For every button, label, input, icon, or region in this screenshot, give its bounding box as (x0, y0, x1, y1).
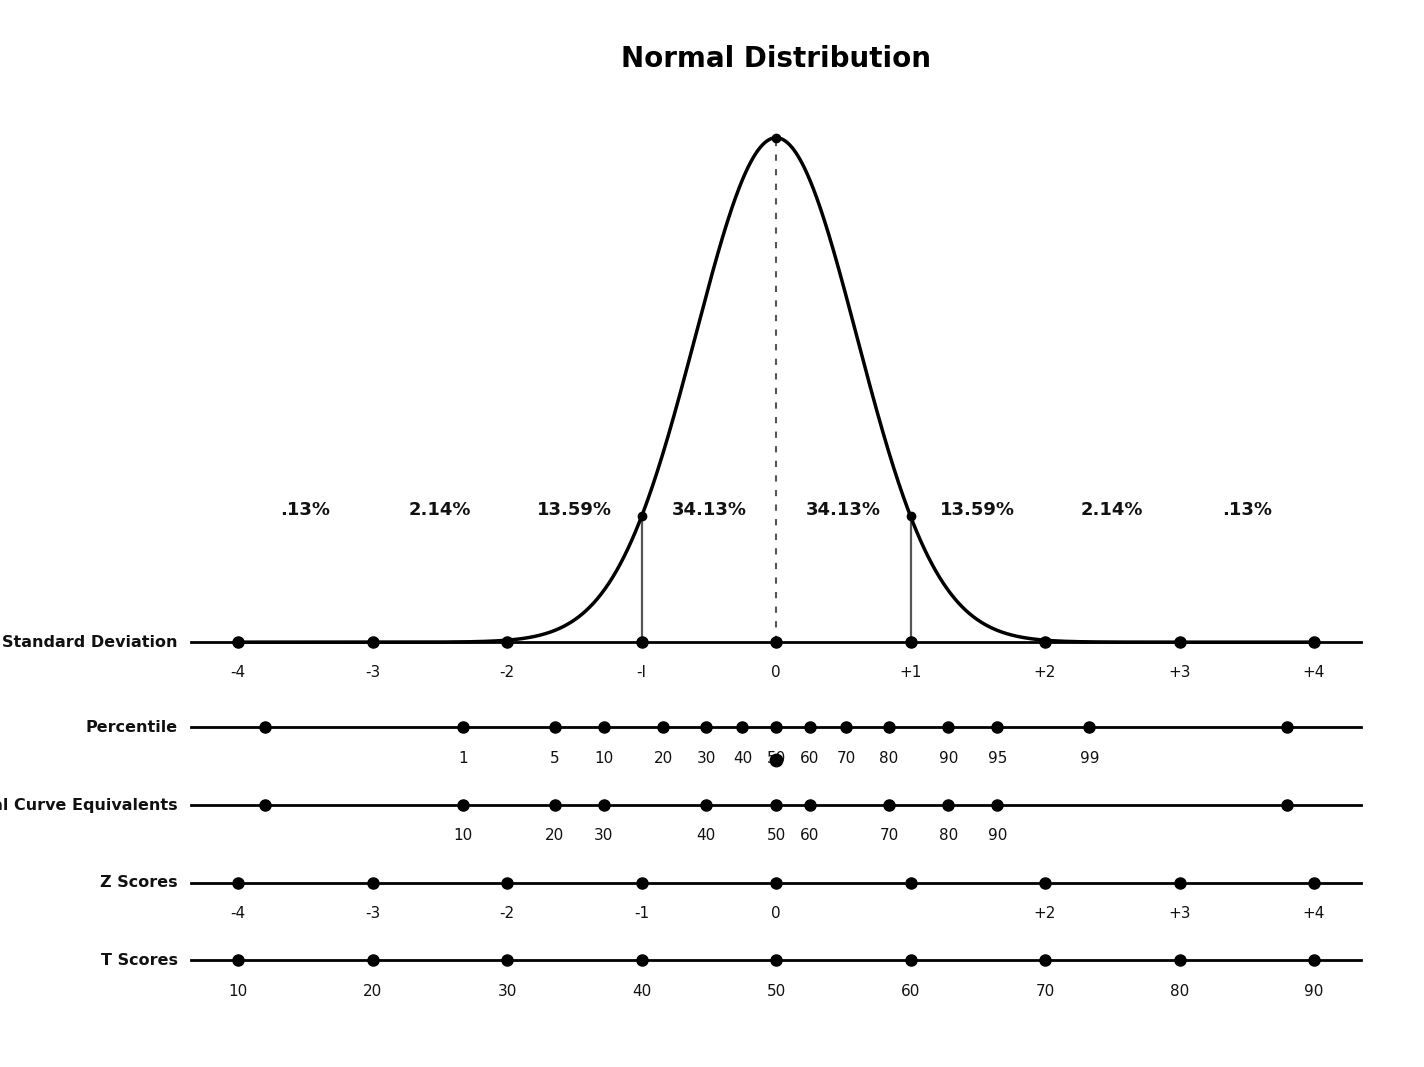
Text: 70: 70 (1035, 984, 1055, 999)
Text: .13%: .13% (281, 501, 330, 520)
Text: 30: 30 (594, 828, 614, 843)
Text: 2.14%: 2.14% (409, 501, 471, 520)
Text: 20: 20 (363, 984, 382, 999)
Text: +3: +3 (1168, 666, 1190, 681)
Text: 90: 90 (938, 751, 958, 766)
Text: -2: -2 (500, 906, 514, 921)
Text: 90: 90 (988, 828, 1007, 843)
Text: 80: 80 (880, 751, 899, 766)
Text: 90: 90 (1304, 984, 1324, 999)
Text: 50: 50 (766, 984, 786, 999)
Text: 30: 30 (696, 751, 716, 766)
Text: 20: 20 (654, 751, 672, 766)
Text: 40: 40 (632, 984, 651, 999)
Text: Percentile: Percentile (85, 720, 178, 735)
Text: 0: 0 (772, 666, 780, 681)
Text: 80: 80 (938, 828, 958, 843)
Text: T Scores: T Scores (101, 953, 178, 968)
Text: -2: -2 (500, 666, 514, 681)
Text: +2: +2 (1034, 666, 1057, 681)
Text: Normal Curve Equivalents: Normal Curve Equivalents (0, 798, 178, 813)
Text: 20: 20 (545, 828, 564, 843)
Text: 34.13%: 34.13% (671, 501, 746, 520)
Text: Z Scores: Z Scores (100, 875, 178, 890)
Text: 50: 50 (766, 751, 786, 766)
Text: 60: 60 (901, 984, 920, 999)
Text: 10: 10 (228, 984, 248, 999)
Text: 80: 80 (1171, 984, 1189, 999)
Text: 5: 5 (550, 751, 560, 766)
Text: -4: -4 (231, 666, 246, 681)
Text: .13%: .13% (1222, 501, 1272, 520)
Text: 70: 70 (880, 828, 899, 843)
Text: 60: 60 (800, 751, 819, 766)
Text: 1: 1 (459, 751, 467, 766)
Text: +4: +4 (1303, 666, 1326, 681)
Text: 60: 60 (800, 828, 819, 843)
Text: -3: -3 (365, 906, 380, 921)
Text: Normal Distribution: Normal Distribution (621, 45, 931, 73)
Text: 13.59%: 13.59% (537, 501, 612, 520)
Text: Standard Deviation: Standard Deviation (1, 635, 178, 650)
Text: +2: +2 (1034, 906, 1057, 921)
Text: 10: 10 (453, 828, 473, 843)
Text: -4: -4 (231, 906, 246, 921)
Text: 30: 30 (497, 984, 517, 999)
Text: 99: 99 (1079, 751, 1099, 766)
Text: +4: +4 (1303, 906, 1326, 921)
Text: 34.13%: 34.13% (806, 501, 881, 520)
Text: -3: -3 (365, 666, 380, 681)
Text: 10: 10 (594, 751, 614, 766)
Text: 40: 40 (696, 828, 716, 843)
Text: 13.59%: 13.59% (940, 501, 1015, 520)
Text: +3: +3 (1168, 906, 1190, 921)
Text: 2.14%: 2.14% (1081, 501, 1143, 520)
Text: 95: 95 (988, 751, 1007, 766)
Text: -I: -I (637, 666, 646, 681)
Text: 50: 50 (766, 828, 786, 843)
Text: 70: 70 (836, 751, 856, 766)
Text: 40: 40 (733, 751, 752, 766)
Text: +1: +1 (900, 666, 921, 681)
Text: 0: 0 (772, 906, 780, 921)
Text: -1: -1 (634, 906, 649, 921)
